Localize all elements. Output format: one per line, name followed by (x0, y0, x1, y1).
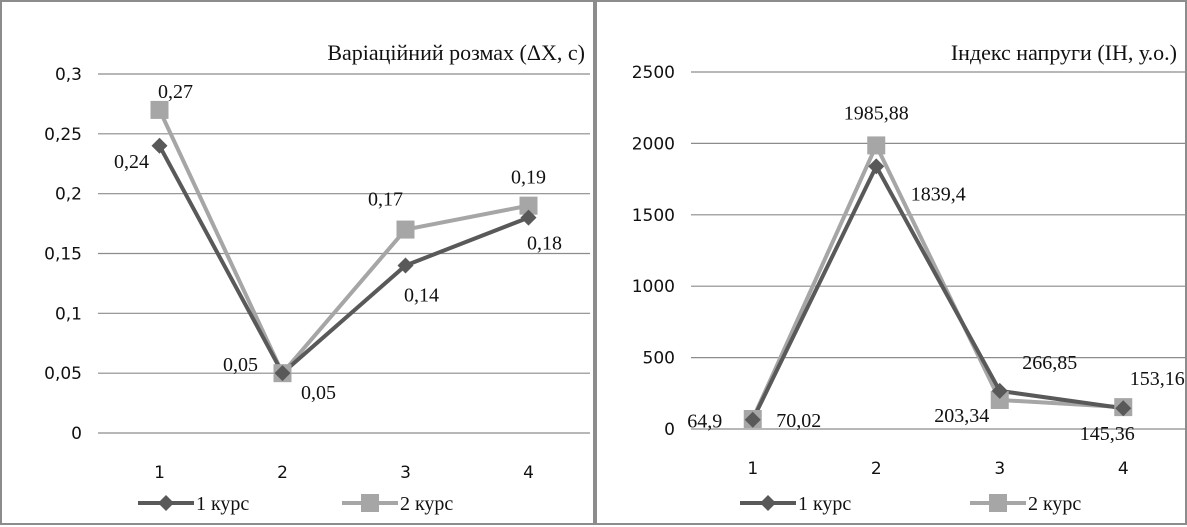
data-point-marker (151, 137, 168, 154)
data-point-marker (274, 365, 291, 382)
chart-title: Варіаційний розмах (ΔХ, с) (327, 40, 585, 65)
chart-panel-stress-index: Індекс напруги (ІН, у.о.) 0 500 1000 1500 20… (595, 0, 1187, 525)
y-tick-label: 0,2 (55, 185, 82, 205)
data-point-marker (396, 220, 415, 239)
data-point-marker (519, 196, 538, 215)
series-line-1 (750, 164, 1124, 421)
y-tick-label: 0,3 (55, 65, 82, 85)
series-line-2 (157, 109, 529, 376)
data-label: 1985,88 (844, 102, 909, 124)
x-tick-label: 4 (1118, 459, 1129, 479)
y-tick-label: 0,15 (44, 245, 82, 265)
series-line-2 (750, 143, 1124, 420)
data-point-marker (150, 100, 169, 119)
chart-stress-index: Індекс напруги (ІН, у.о.) 0 500 1000 1500 20… (632, 40, 1185, 515)
legend-item-2: 2 курс (970, 493, 1081, 515)
y-tick-label: 1000 (632, 277, 675, 297)
data-label: 0,18 (527, 233, 562, 255)
data-label: 0,19 (511, 167, 546, 189)
legend-item-2: 2 курс (342, 493, 453, 515)
x-tick-label: 3 (994, 459, 1005, 479)
data-label: 0,17 (368, 189, 403, 211)
y-tick-label: 2000 (632, 134, 675, 154)
data-point-marker (1115, 400, 1132, 417)
y-tick-label: 1500 (632, 206, 675, 226)
legend-label: 1 курс (798, 493, 851, 515)
chart-title: Індекс напруги (ІН, у.о.) (951, 40, 1177, 65)
data-label: 266,85 (1022, 352, 1077, 374)
legend-marker (989, 494, 1007, 512)
legend-marker (158, 495, 174, 511)
x-tick-label: 1 (747, 459, 758, 479)
data-label: 64,9 (687, 411, 722, 433)
data-label: 203,34 (934, 405, 989, 427)
x-tick-label: 4 (523, 463, 534, 483)
data-label: 1839,4 (911, 183, 966, 205)
data-label: 153,16 (1130, 368, 1185, 390)
data-point-marker (990, 390, 1009, 409)
legend-label: 1 курс (196, 493, 249, 515)
chart-panel-variation-range: Варіаційний розмах (ΔХ, с) 0 0,05 0,1 0,15 0… (0, 0, 595, 525)
y-tick-label: 2500 (632, 63, 675, 83)
y-tick-label: 0 (71, 424, 82, 444)
data-label: 0,24 (114, 151, 149, 173)
data-label: 70,02 (776, 410, 821, 432)
series-line-1 (157, 144, 530, 376)
data-point-marker (520, 209, 537, 226)
data-label: 0,14 (404, 284, 439, 306)
y-tick-label: 500 (643, 349, 675, 369)
x-tick-label: 3 (400, 463, 411, 483)
legend-label: 2 курс (400, 493, 453, 515)
data-label: 0,27 (158, 81, 193, 103)
data-label: 145,36 (1080, 423, 1135, 445)
x-tick-label: 2 (871, 459, 882, 479)
data-point-marker (867, 136, 886, 155)
data-label: 0,05 (301, 382, 336, 404)
x-tick-label: 1 (154, 463, 165, 483)
data-point-marker (744, 411, 761, 428)
x-tick-label: 2 (277, 463, 288, 483)
data-point-marker (868, 158, 885, 175)
legend-marker (760, 495, 776, 511)
y-tick-label: 0,25 (44, 125, 82, 145)
legend-marker (361, 494, 379, 512)
y-tick-label: 0,1 (55, 304, 82, 324)
legend-item-1: 1 курс (138, 493, 249, 515)
data-point-marker (397, 257, 414, 274)
data-point-marker (991, 382, 1008, 399)
legend-item-1: 1 курс (740, 493, 851, 515)
y-tick-label: 0 (664, 420, 675, 440)
chart-variation-range: Варіаційний розмах (ΔХ, с) 0 0,05 0,1 0,15 0… (44, 40, 590, 515)
legend-label: 2 курс (1028, 493, 1081, 515)
y-tick-label: 0,05 (44, 364, 82, 384)
data-label: 0,05 (223, 354, 258, 376)
